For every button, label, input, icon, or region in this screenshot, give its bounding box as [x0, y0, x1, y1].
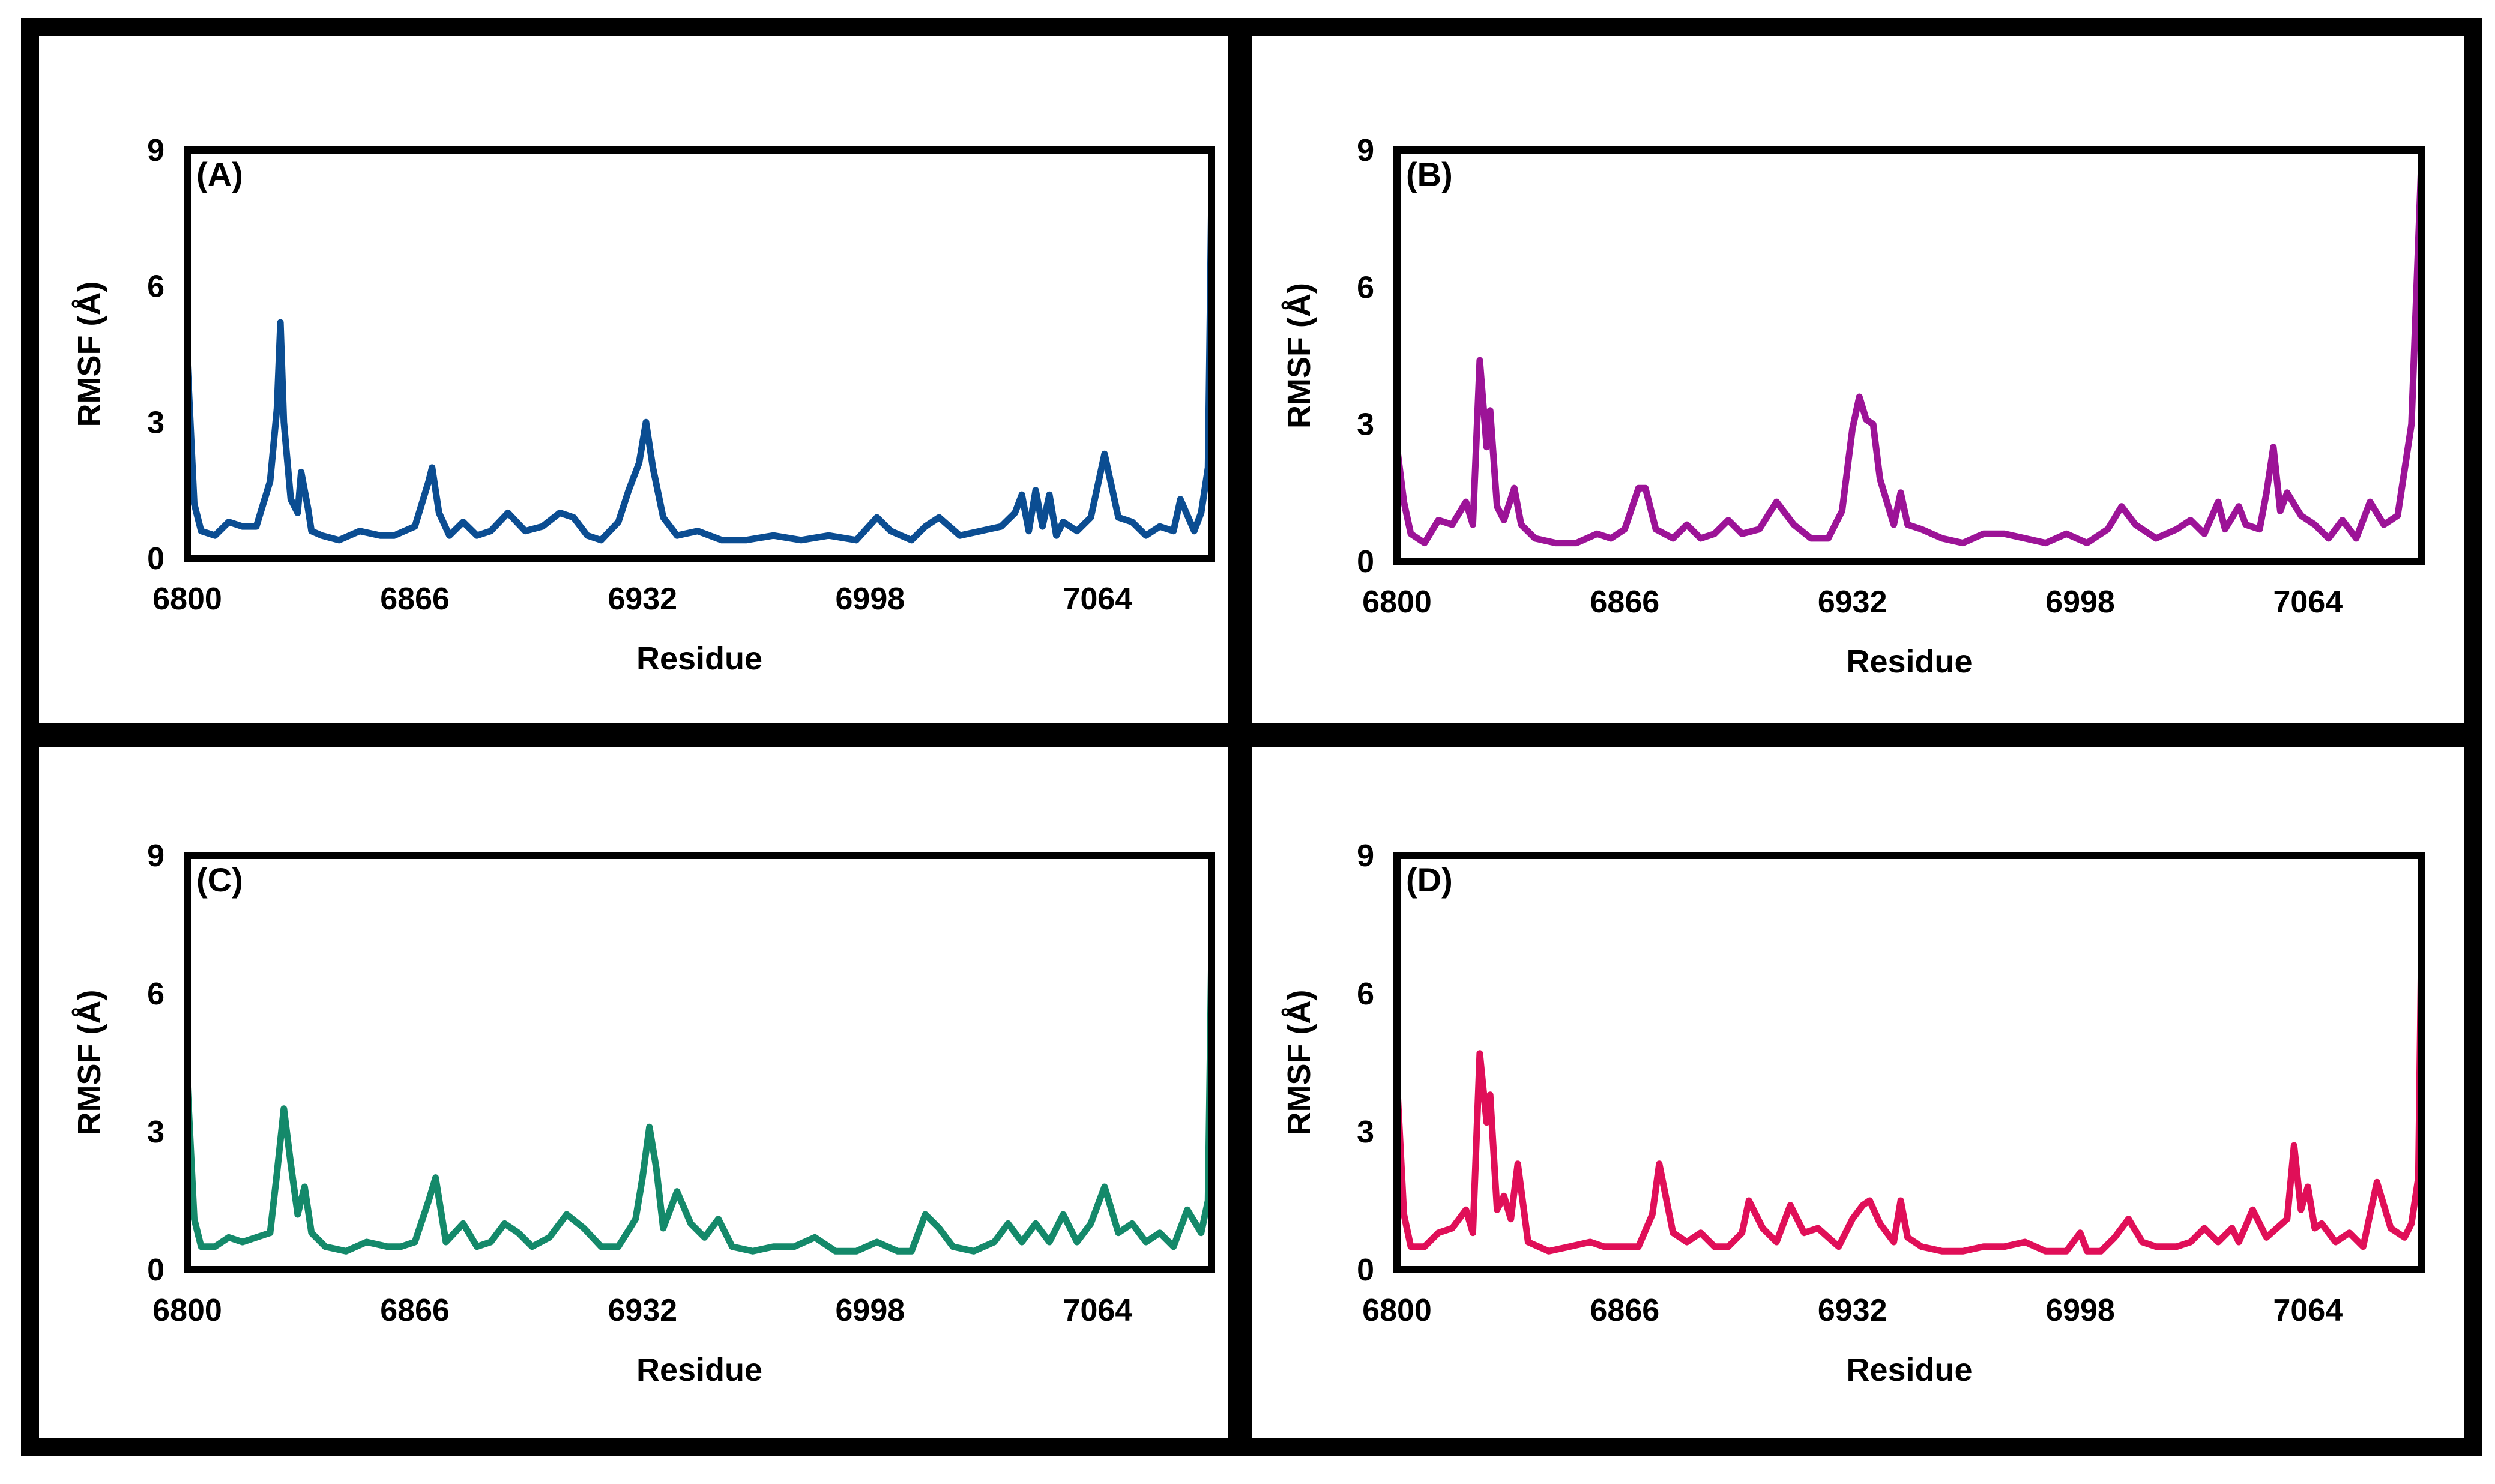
panel-frame-b	[1234, 18, 2482, 741]
x-tick-label: 7064	[1063, 1293, 1133, 1328]
y-tick-label: 6	[147, 977, 164, 1012]
y-tick-label: 3	[1357, 1115, 1374, 1150]
x-tick-label: 6998	[2045, 1293, 2115, 1328]
y-axis-title: RMSF (Å)	[1281, 990, 1317, 1136]
x-axis-title: Residue	[1846, 1352, 1972, 1388]
y-tick-label: 3	[147, 1115, 164, 1150]
y-axis-title: RMSF (Å)	[71, 282, 107, 427]
series-line-d	[1393, 902, 2425, 1255]
x-tick-label: 7064	[2273, 585, 2343, 620]
plot-panel-b: 0 3 6 9 6800 6866 6932 6998 7064 Residue RMSF (Å) (…	[1281, 133, 2425, 680]
y-tick-label: 0	[147, 1253, 164, 1288]
y-tick-label: 3	[147, 405, 164, 440]
y-tick-label: 0	[1357, 544, 1374, 579]
plot-area-c	[184, 852, 1215, 1273]
x-tick-label: 6932	[1818, 1293, 1887, 1328]
y-axis-title: RMSF (Å)	[71, 990, 107, 1136]
panel-frame-d	[1234, 729, 2482, 1456]
plot-panel-a: 0 3 6 9 6800 6866 6932 6998 7064 Residue RMSF (Å) (…	[71, 133, 1215, 677]
panel-label-b: (B)	[1406, 155, 1453, 193]
y-tick-label: 9	[147, 133, 164, 168]
y-tick-label: 6	[147, 270, 164, 304]
x-tick-label: 6932	[608, 1293, 677, 1328]
y-tick-label: 6	[1357, 270, 1374, 305]
x-axis-title: Residue	[636, 1352, 762, 1388]
y-tick-label: 6	[1357, 977, 1374, 1012]
y-tick-label: 9	[1357, 839, 1374, 873]
plot-panel-d: 0 3 6 9 6800 6866 6932 6998 7064 Residue RMSF (Å) (…	[1281, 839, 2425, 1388]
panel-label-c: (C)	[196, 861, 243, 899]
plot-area-d	[1393, 852, 2425, 1273]
panel-frame-c	[21, 729, 1246, 1456]
series-line-b	[1393, 146, 2425, 547]
x-tick-label: 6932	[608, 582, 677, 617]
x-tick-label: 6932	[1818, 585, 1887, 620]
y-tick-label: 0	[147, 541, 164, 576]
x-tick-label: 6866	[380, 582, 450, 617]
x-tick-label: 6800	[152, 1293, 222, 1328]
x-tick-label: 6998	[835, 582, 905, 617]
y-tick-label: 9	[1357, 133, 1374, 168]
x-axis-title: Residue	[636, 641, 762, 677]
series-line-a	[184, 187, 1215, 544]
x-tick-label: 6866	[1590, 1293, 1659, 1328]
x-tick-label: 6800	[152, 582, 222, 617]
x-tick-label: 6800	[1362, 1293, 1432, 1328]
y-axis-title: RMSF (Å)	[1281, 283, 1317, 429]
panel-label-a: (A)	[196, 155, 243, 193]
x-tick-label: 6800	[1362, 585, 1432, 620]
plot-area-a	[184, 146, 1215, 562]
x-tick-label: 6998	[2045, 585, 2115, 620]
plot-panel-c: 0 3 6 9 6800 6866 6932 6998 7064 Residue RMSF (Å) (…	[71, 839, 1215, 1388]
x-tick-label: 6998	[835, 1293, 905, 1328]
x-tick-label: 7064	[2273, 1293, 2343, 1328]
series-line-c	[184, 944, 1215, 1255]
y-tick-label: 3	[1357, 408, 1374, 442]
panel-frame-a	[21, 18, 1246, 741]
x-tick-label: 6866	[380, 1293, 450, 1328]
x-tick-label: 6866	[1590, 585, 1659, 620]
y-tick-label: 0	[1357, 1253, 1374, 1288]
panel-label-d: (D)	[1406, 861, 1453, 899]
x-axis-title: Residue	[1846, 644, 1972, 680]
plot-area-b	[1393, 146, 2425, 565]
x-tick-label: 7064	[1063, 582, 1133, 617]
y-tick-label: 9	[147, 839, 164, 873]
